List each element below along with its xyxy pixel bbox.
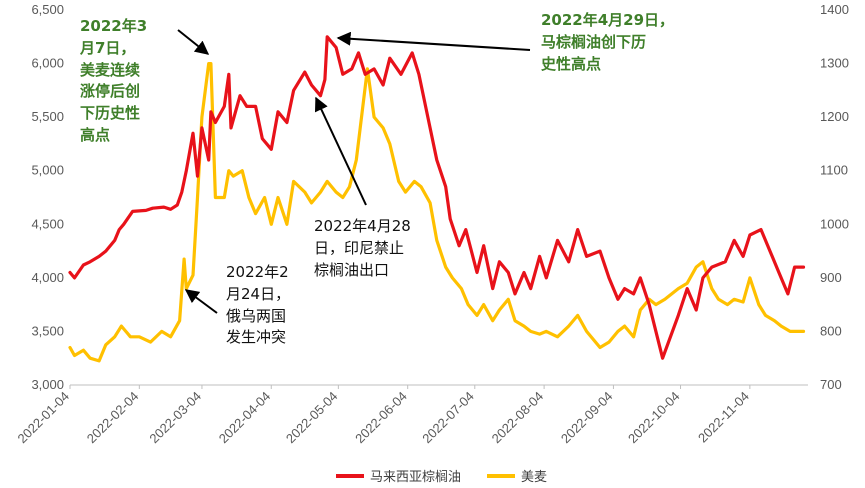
right-axis: 700 800 900 1000 1100 1200 1300 1400	[820, 2, 849, 392]
series-line-wheat	[68, 61, 806, 363]
annotation-mar7: 2022年3 月7日， 美麦连续 涨停后创 下历史性 高点	[80, 16, 147, 147]
left-axis: 3,000 3,500 4,000 4,500 5,000 5,500 6,000 6,500	[31, 2, 64, 392]
left-axis-tick-label: 5,500	[31, 109, 64, 124]
left-axis-tick-label: 4,500	[31, 216, 64, 231]
legend-item-palm: 马来西亚棕榈油	[336, 466, 461, 485]
annotation-apr28: 2022年4月28 日，印尼禁止 棕榈油出口	[314, 216, 411, 281]
annotation-arrows	[177, 29, 531, 314]
legend-label-palm: 马来西亚棕榈油	[370, 470, 462, 485]
annotation-apr29: 2022年4月29日， 马棕榈油创下历 史性高点	[541, 10, 674, 75]
right-axis-tick-label: 800	[820, 323, 842, 338]
legend-item-wheat: 美麦	[487, 466, 547, 485]
annotation-line: 棕榈油出口	[314, 260, 390, 279]
annotation-feb24: 2022年2 月24日， 俄乌两国 发生冲突	[226, 262, 290, 349]
series-layer	[68, 35, 806, 363]
annotation-line: 俄乌两国	[226, 306, 287, 325]
x-axis-tick-label: 2022-10-04	[625, 389, 683, 447]
x-axis-tick-label: 2022-11-04	[695, 389, 752, 446]
right-axis-tick-label: 900	[820, 270, 842, 285]
arrow-feb24	[184, 289, 218, 314]
left-axis-tick-label: 5,000	[31, 163, 64, 178]
annotation-line: 2022年2	[226, 263, 289, 281]
right-axis-tick-label: 1200	[820, 109, 849, 124]
annotation-line: 2022年4月29日，	[541, 11, 675, 29]
left-axis-tick-label: 3,000	[31, 377, 64, 392]
x-axis-tick-label: 2022-03-04	[146, 389, 204, 447]
annotation-line: 高点	[80, 125, 111, 144]
x-axis-tick-label: 2022-06-04	[352, 389, 410, 447]
x-axis-tick-label: 2022-02-04	[84, 389, 142, 447]
annotation-line: 2022年4月28	[314, 217, 411, 235]
left-axis-tick-label: 6,000	[31, 56, 64, 71]
arrow-apr29	[336, 31, 531, 51]
arrow-apr28	[314, 96, 367, 206]
right-axis-tick-label: 1000	[820, 216, 849, 231]
left-axis-tick-label: 4,000	[31, 270, 64, 285]
right-axis-tick-label: 1300	[820, 56, 849, 71]
annotation-line: 马棕榈油创下历	[541, 32, 647, 51]
x-axis-tick-label: 2022-04-04	[216, 389, 274, 447]
x-axis-tick-label: 2022-09-04	[558, 389, 616, 447]
annotation-line: 涨停后创	[80, 82, 141, 101]
right-axis-tick-label: 1400	[820, 2, 849, 17]
x-axis: 2022-01-04 2022-02-04 2022-03-04 2022-04-04…	[14, 385, 752, 447]
annotation-line: 月7日，	[80, 38, 136, 57]
legend-swatch-palm	[336, 473, 364, 478]
legend-label-wheat: 美麦	[521, 470, 548, 485]
annotation-line: 史性高点	[541, 54, 602, 73]
annotation-line: 发生冲突	[226, 328, 287, 347]
right-axis-tick-label: 1100	[820, 163, 848, 178]
left-axis-tick-label: 3,500	[31, 323, 64, 338]
legend-swatch-wheat	[487, 473, 516, 478]
x-axis-tick-label: 2022-08-04	[489, 389, 547, 447]
annotation-line: 月24日，	[226, 284, 291, 303]
x-axis-tick-label: 2022-05-04	[283, 389, 341, 447]
x-axis-tick-label: 2022-01-04	[14, 389, 72, 447]
series-line-palm-oil	[68, 35, 806, 360]
annotation-line: 下历史性	[80, 104, 141, 122]
arrow-mar7	[177, 29, 210, 55]
right-axis-tick-label: 700	[820, 377, 842, 392]
annotation-line: 2022年3	[80, 17, 148, 35]
x-axis-tick-label: 2022-07-04	[419, 389, 477, 447]
annotation-line: 美麦连续	[80, 60, 141, 79]
left-axis-tick-label: 6,500	[31, 2, 64, 17]
legend: 马来西亚棕榈油 美麦	[336, 466, 573, 485]
annotation-line: 日，印尼禁止	[314, 238, 405, 257]
